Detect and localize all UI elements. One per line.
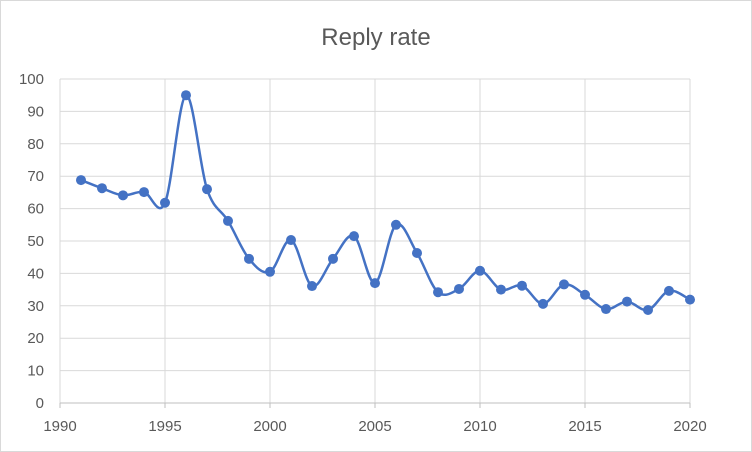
data-point-2016 [601,304,611,315]
data-point-1993 [118,190,128,201]
data-point-2019 [664,285,674,296]
y-tick-label: 0 [36,395,44,412]
data-point-1994 [139,187,149,198]
data-point-2014 [559,279,569,290]
series-line [79,93,692,312]
data-point-2013 [538,298,548,309]
y-axis-tick-labels: 0 10 20 30 40 50 60 70 80 90 100 [19,71,44,412]
data-point-1992 [97,183,107,194]
data-point-2006 [391,219,401,230]
data-point-1998 [223,215,233,226]
y-tick-label: 30 [27,298,44,315]
x-tick-label: 2015 [568,418,601,435]
series-reply-rate [76,90,695,316]
gridlines [59,78,691,404]
data-point-2004 [349,231,359,242]
data-point-1999 [244,253,254,264]
chart-title: Reply rate [321,24,430,51]
data-point-2009 [454,283,464,294]
data-point-2003 [328,253,338,264]
data-point-2020 [685,294,695,305]
y-tick-label: 10 [27,363,44,380]
data-point-2018 [643,305,653,316]
data-point-1995 [160,197,170,208]
data-point-2017 [622,296,632,307]
y-tick-label: 70 [27,168,44,185]
x-tick-label: 2020 [673,418,706,435]
data-point-1997 [202,184,212,195]
x-axis-tick-labels: 1990 1995 2000 2005 2010 2015 2020 [43,418,706,435]
x-tick-label: 1995 [148,418,181,435]
data-point-2005 [370,278,380,289]
y-tick-label: 90 [27,103,44,120]
data-point-1996 [181,90,191,101]
x-tick-label: 2005 [358,418,391,435]
y-tick-label: 20 [27,330,44,347]
data-point-1991 [76,175,86,186]
data-point-2000 [265,266,275,277]
data-point-2012 [517,280,527,291]
data-point-2015 [580,289,590,300]
data-point-2002 [307,281,317,292]
y-tick-label: 50 [27,233,44,250]
data-point-2001 [286,235,296,246]
y-tick-label: 100 [19,71,44,88]
y-tick-label: 60 [27,201,44,218]
data-point-2008 [433,287,443,298]
data-point-2010 [475,265,485,276]
x-tick-label: 1990 [43,418,76,435]
y-tick-label: 80 [27,136,44,153]
x-tick-label: 2000 [253,418,286,435]
y-tick-label: 40 [27,265,44,282]
axes [59,402,691,408]
data-point-2007 [412,247,422,258]
data-point-2011 [496,284,506,295]
x-tick-label: 2010 [463,418,496,435]
